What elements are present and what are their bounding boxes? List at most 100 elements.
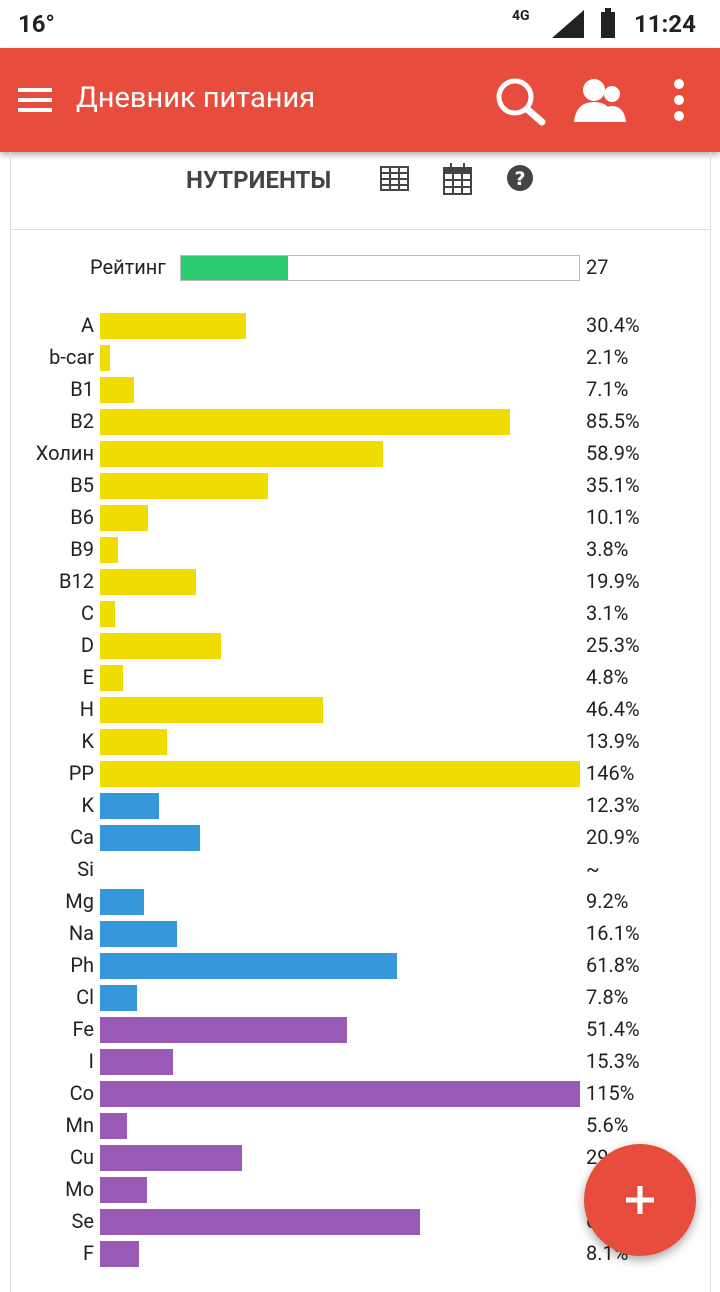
nutrient-name: B12 <box>59 569 94 593</box>
bar <box>100 1113 127 1139</box>
bar <box>100 985 138 1011</box>
nutrient-name: Ca <box>70 825 94 849</box>
bar-track <box>100 1081 580 1107</box>
nutrient-name: C <box>80 601 94 625</box>
add-button[interactable] <box>584 1144 696 1256</box>
rating-bar <box>181 256 289 280</box>
value-label: 61.8% <box>586 953 640 977</box>
value-label: 115% <box>586 1081 635 1105</box>
nutrient-name: B1 <box>70 377 94 401</box>
value-label: 51.4% <box>586 1017 640 1041</box>
nutrient-name: B5 <box>70 473 94 497</box>
status-bar: 16° 4G 11:24 <box>0 0 720 48</box>
nutrient-name: b-car <box>49 345 94 369</box>
bar-track <box>100 1177 580 1203</box>
signal-icon <box>552 10 584 38</box>
nutrient-name: Fe <box>72 1017 94 1041</box>
value-label: 7.1% <box>586 377 629 401</box>
value-label: 9.2% <box>586 889 629 913</box>
bar-track <box>100 953 580 979</box>
nutrient-name: H <box>79 697 94 721</box>
nutrient-name: E <box>82 665 94 689</box>
nutrient-name: Co <box>69 1081 94 1105</box>
bar-track <box>100 505 580 531</box>
bar <box>100 441 383 467</box>
menu-button[interactable] <box>18 86 54 114</box>
value-label: 3.1% <box>586 601 629 625</box>
nutrient-name: F <box>82 1241 94 1265</box>
value-label: 19.9% <box>586 569 640 593</box>
value-label: 3.8% <box>586 537 629 561</box>
bar <box>100 505 149 531</box>
value-label: 12.3% <box>586 793 640 817</box>
bar-track <box>100 601 580 627</box>
bar <box>100 793 160 819</box>
value-label: 146% <box>586 761 635 785</box>
bar <box>100 825 201 851</box>
bar <box>100 537 119 563</box>
toolbar-title: Дневник питания <box>76 81 316 115</box>
calendar-button[interactable] <box>443 163 473 195</box>
temperature: 16° <box>18 10 55 38</box>
bar <box>100 345 111 371</box>
bar <box>100 953 397 979</box>
bar-track <box>100 569 580 595</box>
card <box>10 152 711 1292</box>
nutrient-name: Se <box>71 1209 94 1233</box>
divider <box>10 229 710 230</box>
nutrient-name: Mg <box>65 889 94 913</box>
help-button[interactable]: ? <box>507 165 535 193</box>
nutrient-name: K <box>81 729 94 753</box>
value-label: 2.1% <box>586 345 629 369</box>
value-label: 4.8% <box>586 665 629 689</box>
battery-icon <box>601 8 615 38</box>
bar-track <box>100 665 580 691</box>
nutrient-name: Mo <box>65 1177 94 1201</box>
nutrient-name: Si <box>77 857 94 881</box>
bar <box>100 1241 139 1267</box>
bar-track <box>100 473 580 499</box>
value-label: 10.1% <box>586 505 640 529</box>
bar <box>100 1017 347 1043</box>
bar-track <box>100 1209 580 1235</box>
nutrient-name: K <box>81 793 94 817</box>
nutrient-name: PP <box>68 761 94 785</box>
bar <box>100 1177 148 1203</box>
value-label: 30.4% <box>586 313 640 337</box>
value-label: ~ <box>586 857 600 881</box>
rating-track <box>180 255 580 281</box>
search-button[interactable] <box>494 76 548 126</box>
add-icon <box>626 1186 654 1214</box>
overflow-menu[interactable] <box>672 78 686 124</box>
bar <box>100 377 135 403</box>
value-label: 13.9% <box>586 729 640 753</box>
value-label: 58.9% <box>586 441 640 465</box>
bar <box>100 697 323 723</box>
value-label: 25.3% <box>586 633 640 657</box>
nutrient-name: B6 <box>70 505 94 529</box>
table-view-button[interactable] <box>380 166 410 192</box>
bar-track <box>100 985 580 1011</box>
bar-track <box>100 889 580 915</box>
bar-track <box>100 1017 580 1043</box>
bar <box>100 1081 580 1107</box>
bar <box>100 313 246 339</box>
profiles-button[interactable] <box>574 78 628 124</box>
bar <box>100 1209 421 1235</box>
bar-track <box>100 729 580 755</box>
bar <box>100 473 269 499</box>
bar-track <box>100 537 580 563</box>
bar-track <box>100 761 580 787</box>
bar <box>100 921 178 947</box>
bar-track <box>100 857 580 883</box>
bar-track <box>100 633 580 659</box>
value-label: 46.4% <box>586 697 640 721</box>
bar-track <box>100 793 580 819</box>
nutrient-name: Na <box>68 921 94 945</box>
nutrient-name: B9 <box>70 537 94 561</box>
value-label: 85.5% <box>586 409 640 433</box>
network: 4G <box>512 8 530 24</box>
nutrient-name: B2 <box>70 409 94 433</box>
bar-track <box>100 825 580 851</box>
